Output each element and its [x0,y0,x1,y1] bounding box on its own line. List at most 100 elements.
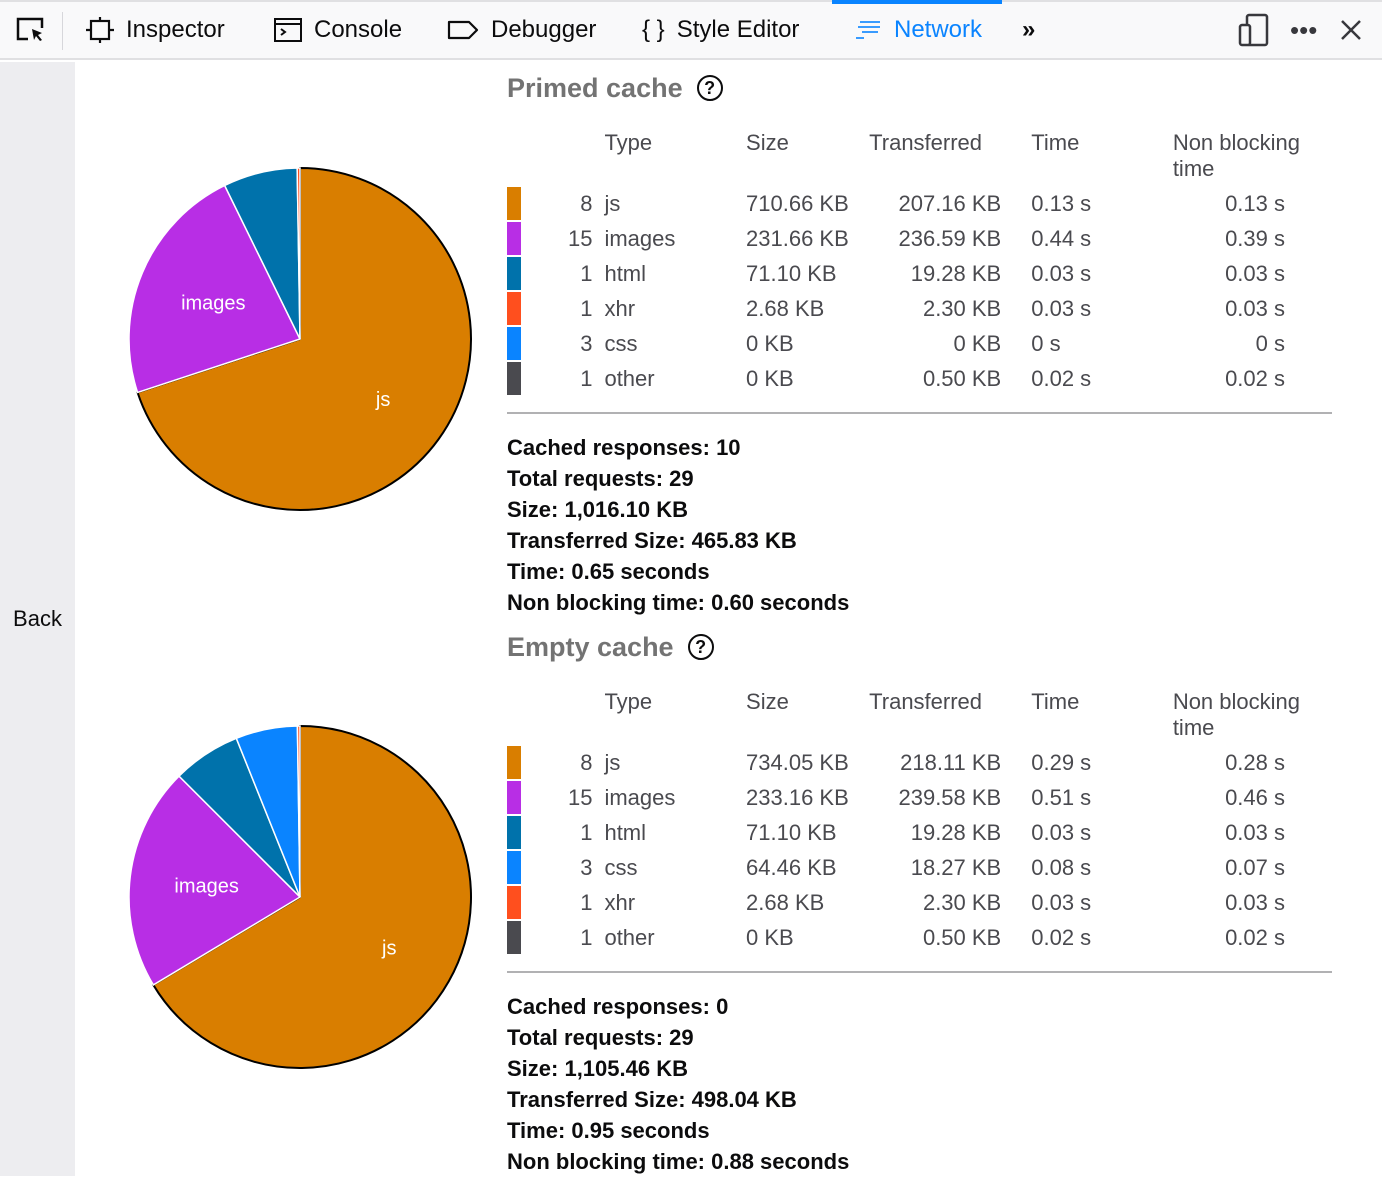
table-row: 3 css 64.46 KB 18.27 KB 0.08 s 0.07 s [507,850,1337,885]
responsive-design-button[interactable] [1238,2,1270,58]
pie-slice-js[interactable] [136,166,472,511]
size-header: Size [746,689,789,714]
pie-label-images: images [174,876,238,898]
summary-line: Time: 0.95 seconds [507,1118,710,1143]
empty-table: Type Size Transferred Time Non blocking … [507,689,1337,955]
count-cell: 8 [580,749,593,775]
transferred-cell: 236.59 KB [898,225,1002,251]
size-cell: 2.68 KB [746,295,825,321]
non-blocking-header: Non blocking time [1172,130,1300,181]
time-cell: 0.44 s [1031,225,1092,251]
help-icon[interactable]: ? [687,634,714,660]
pie-slice-js[interactable] [151,724,472,1069]
empty-cache-section: Empty cache? Type Size Transferred Time … [507,629,1337,1177]
type-cell: other [604,365,655,391]
tab-debugger[interactable]: Debugger [447,2,596,58]
type-color-swatch [507,186,530,221]
time-cell: 0.03 s [1031,889,1092,915]
tab-console[interactable]: Console [274,2,402,58]
type-color-swatch [507,361,530,396]
pie-label-js: js [381,938,396,960]
count-cell: 1 [580,260,593,286]
pie-label-images: images [181,293,245,315]
tab-inspector[interactable]: Inspector [86,2,225,58]
transferred-cell: 239.58 KB [898,784,1002,810]
section-title: Primed cache? [507,70,1337,106]
size-cell: 231.66 KB [746,225,849,251]
type-cell: xhr [604,889,636,915]
non-blocking-cell: 0.03 s [1225,295,1285,321]
type-color-swatch [507,885,530,920]
count-cell: 1 [580,819,593,845]
devtools-toolbar: Inspector Console Debugger { } Style Edi… [0,0,1382,60]
pie-slice-xhr[interactable] [296,167,301,340]
type-color-swatch [507,780,530,815]
non-blocking-cell: 0.03 s [1225,889,1285,915]
time-cell: 0.08 s [1031,854,1092,880]
transferred-cell: 0 KB [953,330,1002,356]
summary-line: Transferred Size: 498.04 KB [507,1087,797,1112]
size-cell: 2.68 KB [746,889,825,915]
type-color-swatch [507,221,530,256]
pick-element-button[interactable] [16,2,46,58]
non-blocking-cell: 0 s [1255,330,1285,356]
toolbar-divider [62,12,63,50]
type-cell: js [604,749,621,775]
size-cell: 0 KB [746,365,794,391]
pie-slice-images[interactable] [128,184,302,394]
transferred-cell: 207.16 KB [898,190,1002,216]
primed-table: Type Size Transferred Time Non blocking … [507,130,1337,396]
table-row: 15 images 231.66 KB 236.59 KB 0.44 s 0.3… [507,221,1337,256]
time-cell: 0.51 s [1031,784,1092,810]
tab-label: Style Editor [676,16,800,43]
tab-network[interactable]: Network [831,0,1003,58]
type-cell: images [604,225,676,251]
braces-icon: { } [642,16,665,43]
type-header: Type [604,130,653,155]
section-title: Empty cache? [507,629,1337,665]
pie-slice-xhr[interactable] [296,725,301,898]
tab-style-editor[interactable]: { } Style Editor [642,2,799,58]
size-cell: 734.05 KB [746,749,849,775]
size-cell: 710.66 KB [746,190,849,216]
type-cell: css [604,330,638,356]
type-cell: images [604,784,676,810]
tab-label: Console [314,16,403,43]
count-cell: 8 [580,190,593,216]
type-color-swatch [507,291,530,326]
summary-line: Size: 1,105.46 KB [507,1056,688,1081]
time-cell: 0 s [1031,330,1061,356]
type-header: Type [604,689,653,714]
close-button[interactable] [1340,2,1362,58]
tab-label: Network [894,16,983,43]
primed-cache-pie-chart: js images [128,166,472,511]
transferred-header: Transferred [869,130,983,155]
summary: Cached responses: 10 Total requests: 29 Si… [507,432,1337,618]
more-options-button[interactable]: ••• [1290,2,1317,58]
transferred-cell: 18.27 KB [910,854,1002,880]
summary-line: Cached responses: 10 [507,435,741,460]
table-row: 1 html 71.10 KB 19.28 KB 0.03 s 0.03 s [507,256,1337,291]
network-icon [856,21,880,39]
size-cell: 64.46 KB [746,854,837,880]
pie-slice-images[interactable] [128,775,302,986]
help-icon[interactable]: ? [696,75,723,101]
summary-line: Size: 1,016.10 KB [507,497,688,522]
transferred-cell: 2.30 KB [922,889,1002,915]
table-header: Type Size Transferred Time Non blocking … [507,130,1337,186]
non-blocking-cell: 0.46 s [1225,784,1285,810]
back-button[interactable]: Back [0,62,75,1176]
size-cell: 0 KB [746,330,794,356]
count-cell: 1 [580,365,593,391]
table-row: 1 xhr 2.68 KB 2.30 KB 0.03 s 0.03 s [507,291,1337,326]
debugger-icon [447,20,479,40]
more-tabs-button[interactable]: » [1022,2,1035,58]
count-cell: 3 [580,330,593,356]
summary-line: Non blocking time: 0.60 seconds [507,590,850,615]
color-column [507,689,530,745]
type-cell: other [604,924,655,950]
ellipsis-icon: ••• [1290,14,1318,45]
time-cell: 0.03 s [1031,295,1092,321]
count-cell: 1 [580,924,593,950]
time-cell: 0.02 s [1031,924,1092,950]
